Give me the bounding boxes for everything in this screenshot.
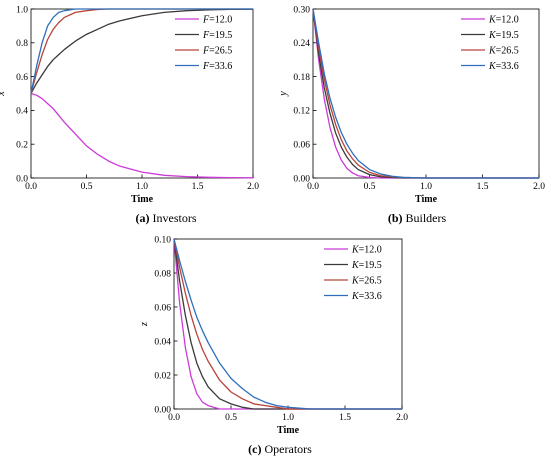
legend-variable: K xyxy=(351,260,360,271)
y-tick-label: 0.30 xyxy=(293,5,310,15)
y-tick-label: 0.08 xyxy=(154,269,171,279)
x-tick-label: 2.0 xyxy=(533,182,545,192)
panel-caption: (a) Investors xyxy=(136,211,197,225)
series-line-12-0 xyxy=(30,92,254,179)
x-tick-label: 1.5 xyxy=(339,413,351,423)
x-tick-label: 1.0 xyxy=(136,182,148,192)
y-tick-label: 0.00 xyxy=(293,174,310,184)
panel-a: 0.00.51.01.52.00.00.20.40.60.81.0TimexF=… xyxy=(0,5,259,225)
legend-variable: F xyxy=(202,61,210,72)
legend-label: F=12.0 xyxy=(202,15,232,26)
y-tick-label: 0.02 xyxy=(154,371,171,381)
legend-value: =33.6 xyxy=(209,61,232,72)
legend-value: =12.0 xyxy=(496,15,519,26)
legend-variable: K xyxy=(351,245,360,256)
y-tick-label: 0.06 xyxy=(154,303,171,313)
x-tick-label: 1.5 xyxy=(192,182,204,192)
x-axis-label: Time xyxy=(415,194,438,205)
x-tick-label: 1.0 xyxy=(282,413,294,423)
x-tick-label: 0.5 xyxy=(225,413,237,423)
legend-value: =19.5 xyxy=(496,30,519,41)
series-line-33-6 xyxy=(30,8,253,94)
legend-label: K=19.5 xyxy=(488,30,519,41)
series-line-33-6 xyxy=(173,238,402,410)
series-line-19-5 xyxy=(30,8,254,94)
x-tick-label: 2.0 xyxy=(396,413,408,423)
x-tick-label: 1.5 xyxy=(477,182,489,192)
legend-label: F=19.5 xyxy=(202,30,232,41)
y-tick-label: 0.12 xyxy=(293,107,310,117)
x-axis-label: Time xyxy=(277,425,300,436)
legend-value: =26.5 xyxy=(209,46,232,57)
caption-tag: (b) xyxy=(388,211,403,225)
y-axis-label: x xyxy=(0,91,7,97)
panel-c: 0.0 0.5 1.0 1.5 2.0 0.00 0.02 0.04 0.06 0.08 0.10 T… xyxy=(139,235,408,456)
x-tick-label: 1.0 xyxy=(420,182,432,192)
y-tick-label: 0.18 xyxy=(293,73,310,83)
x-tick-label: 0.0 xyxy=(25,182,37,192)
caption-tag: (a) xyxy=(136,211,150,225)
caption-title: Operators xyxy=(262,442,313,456)
legend-value: =19.5 xyxy=(209,30,232,41)
legend-label: K=26.5 xyxy=(488,46,519,57)
legend-variable: F xyxy=(202,15,210,26)
legend-label: K=12.0 xyxy=(488,15,519,26)
y-tick-label: 0.0 xyxy=(16,174,28,184)
legend-variable: K xyxy=(351,291,360,302)
series-line-26-5 xyxy=(173,238,402,410)
x-tick-label: 0.0 xyxy=(168,413,180,423)
legend-label: K=12.0 xyxy=(351,245,382,256)
legend-value: =19.5 xyxy=(359,260,382,271)
legend-value: =26.5 xyxy=(359,276,382,287)
caption-title: Investors xyxy=(150,211,197,225)
panel-caption: (c) Operators xyxy=(248,442,312,456)
legend-value: =26.5 xyxy=(496,46,519,57)
y-tick-label: 0.4 xyxy=(16,107,28,117)
x-tick-label: 0.0 xyxy=(307,182,319,192)
y-tick-label: 0.10 xyxy=(154,235,171,245)
legend-variable: K xyxy=(488,15,497,26)
legend-variable: K xyxy=(488,30,497,41)
panel-b: 0.0 0.5 1.0 1.5 2.0 0.00 0.06 0.12 0.18 0.24 0.30 T… xyxy=(278,5,545,225)
x-tick-label: 0.5 xyxy=(81,182,93,192)
y-tick-label: 0.04 xyxy=(154,337,171,347)
y-tick-label: 0.06 xyxy=(293,141,310,151)
y-axis-label: z xyxy=(139,322,150,327)
legend-variable: F xyxy=(202,30,210,41)
legend-label: K=19.5 xyxy=(351,260,382,271)
legend-variable: K xyxy=(488,46,497,57)
legend-value: =33.6 xyxy=(496,61,519,72)
legend-label: F=26.5 xyxy=(202,46,232,57)
y-tick-label: 1.0 xyxy=(16,5,28,15)
y-tick-label: 0.2 xyxy=(16,141,28,151)
y-tick-label: 0.00 xyxy=(154,405,171,415)
caption-title: Builders xyxy=(403,211,447,225)
legend-label: F=33.6 xyxy=(202,61,232,72)
legend-value: =12.0 xyxy=(359,245,382,256)
y-tick-label: 0.6 xyxy=(16,73,28,83)
legend-label: K=26.5 xyxy=(351,276,382,287)
legend-value: =12.0 xyxy=(209,15,232,26)
x-axis-label: Time xyxy=(131,194,154,205)
x-tick-label: 0.5 xyxy=(364,182,376,192)
y-tick-label: 0.24 xyxy=(293,39,310,49)
legend-label: K=33.6 xyxy=(488,61,519,72)
panel-caption: (b) Builders xyxy=(388,211,447,225)
legend-variable: F xyxy=(202,46,210,57)
legend-variable: K xyxy=(351,276,360,287)
y-axis-label: y xyxy=(278,91,289,97)
series-line-33-6 xyxy=(312,8,539,179)
legend-value: =33.6 xyxy=(359,291,382,302)
legend-variable: K xyxy=(488,61,497,72)
legend-label: K=33.6 xyxy=(351,291,382,302)
y-tick-label: 0.8 xyxy=(16,39,28,49)
x-tick-label: 2.0 xyxy=(247,182,259,192)
caption-tag: (c) xyxy=(248,442,261,456)
